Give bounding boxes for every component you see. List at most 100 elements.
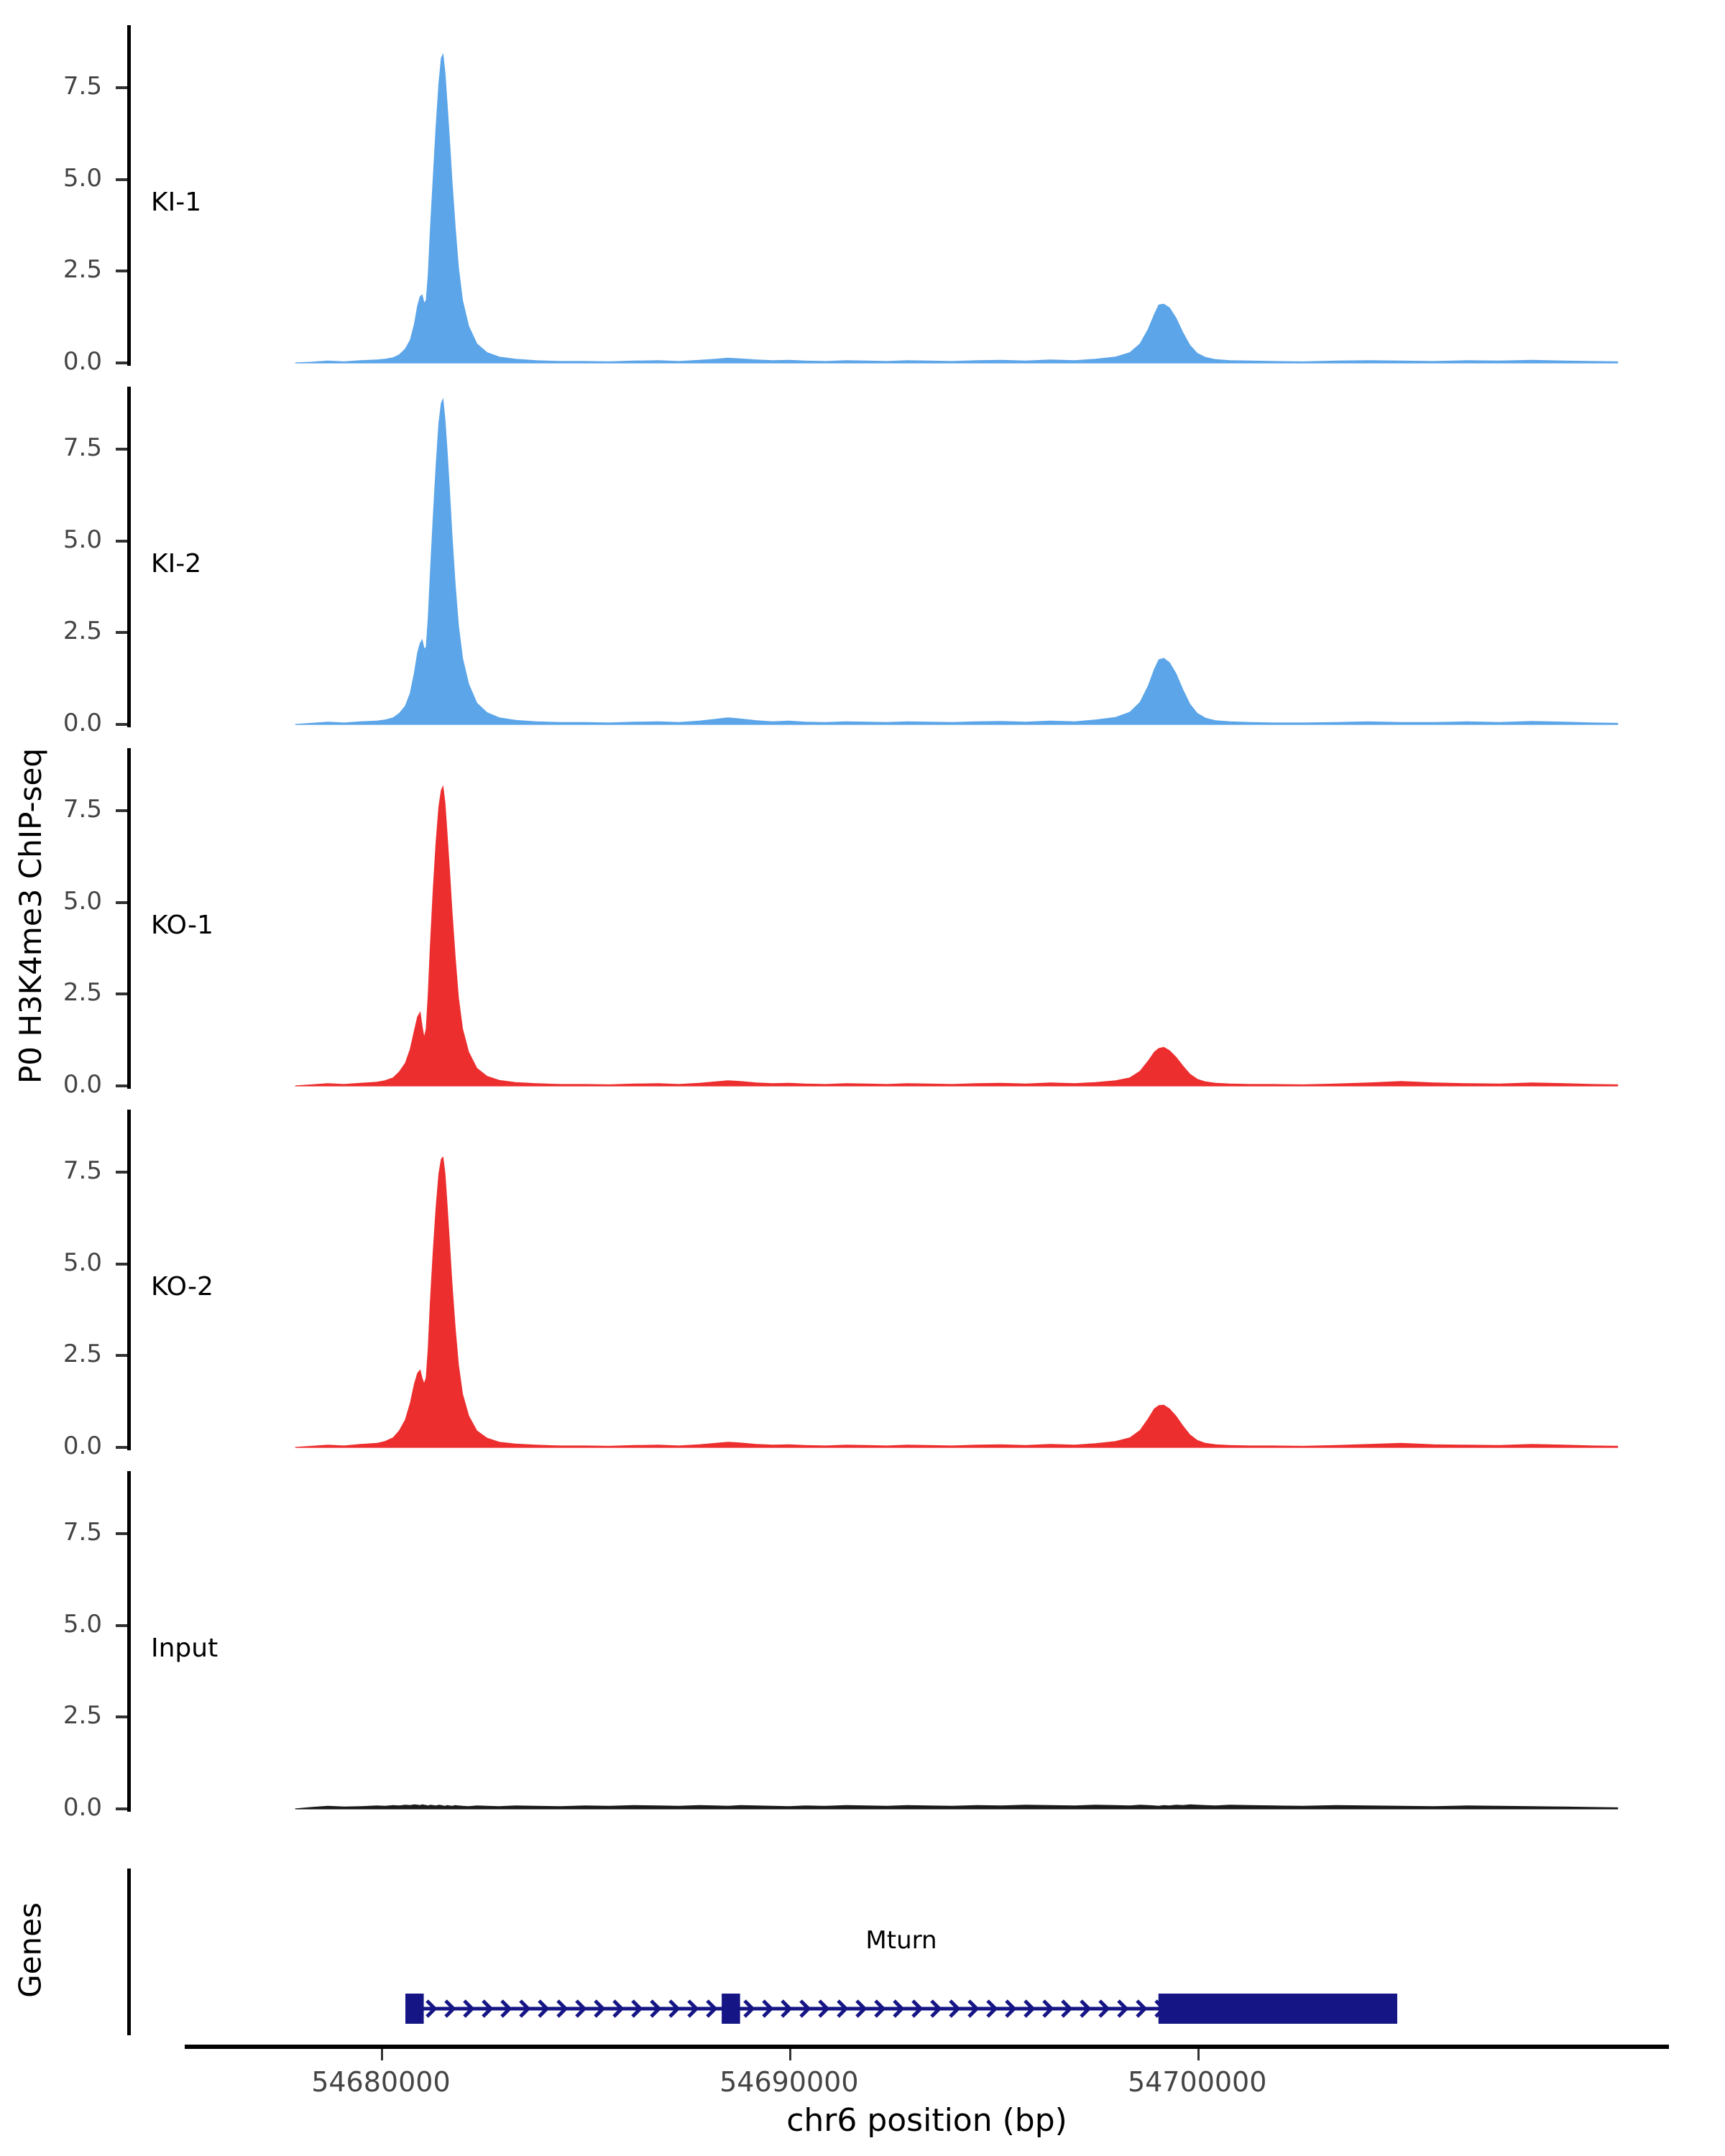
y-tick-mark [116, 270, 127, 273]
y-tick-mark [116, 900, 127, 904]
x-tick-label: 54680000 [311, 2066, 451, 2098]
arrow-right-icon [1117, 1999, 1129, 2018]
arrow-right-icon [967, 1999, 980, 2018]
track-label-ko-2: KO-2 [151, 1271, 213, 1302]
y-tick-mark [116, 992, 127, 996]
arrow-right-icon [482, 1999, 494, 2018]
coverage-area-ko-2 [295, 1156, 1619, 1448]
y-tick-mark [116, 1715, 127, 1719]
exon-box [405, 1994, 424, 2024]
y-tick-label: 2.5 [63, 617, 102, 646]
y-tick-label: 0.0 [63, 1793, 102, 1822]
arrow-right-icon [781, 1999, 793, 2018]
y-tick-label: 7.5 [63, 433, 102, 462]
y-tick-label: 7.5 [63, 71, 102, 101]
x-tick-mark [788, 2049, 791, 2060]
coverage-area-ki-2 [295, 397, 1619, 725]
y-tick-mark [116, 808, 127, 812]
y-tick-label: 2.5 [63, 1340, 102, 1369]
y-tick-label: 0.0 [63, 1070, 102, 1099]
panel-axis-spine [127, 1110, 131, 1450]
panel-axis-spine [127, 387, 131, 727]
y-tick-label: 2.5 [63, 978, 102, 1008]
y-tick-label: 0.0 [63, 709, 102, 737]
y-tick-label: 5.0 [63, 163, 102, 193]
arrow-right-icon [1024, 1999, 1036, 2018]
arrow-right-icon [1005, 1999, 1017, 2018]
arrow-right-icon [556, 1999, 569, 2018]
track-label-ki-1: KI-1 [151, 187, 202, 217]
y-tick-mark [116, 178, 127, 181]
arrow-right-icon [893, 1999, 905, 2018]
arrow-right-icon [874, 1999, 886, 2018]
panel-axis-spine [127, 748, 131, 1089]
exon-box [1158, 1994, 1397, 2024]
x-axis-label: chr6 position (bp) [786, 2102, 1067, 2139]
y-tick-label: 2.5 [63, 255, 102, 285]
coverage-area-ko-1 [295, 785, 1619, 1087]
arrow-right-icon [1098, 1999, 1110, 2018]
arrow-right-icon [799, 1999, 811, 2018]
arrow-right-icon [837, 1999, 849, 2018]
y-tick-mark [116, 1446, 127, 1449]
arrow-right-icon [706, 1999, 718, 2018]
arrow-right-icon [949, 1999, 961, 2018]
track-label-input: Input [151, 1633, 218, 1663]
arrow-right-icon [631, 1999, 643, 2018]
x-tick-label: 54690000 [719, 2066, 859, 2098]
arrow-right-icon [668, 1999, 681, 2018]
x-tick-mark [1197, 2049, 1200, 2060]
arrow-right-icon [1136, 1999, 1148, 2018]
exon-box [722, 1994, 740, 2024]
y-tick-label: 7.5 [63, 1517, 102, 1547]
y-tick-mark [116, 447, 127, 451]
arrow-right-icon [1061, 1999, 1073, 2018]
arrow-right-icon [1080, 1999, 1092, 2018]
arrow-right-icon [687, 1999, 699, 2018]
y-tick-mark [116, 86, 127, 89]
y-tick-mark [116, 539, 127, 543]
y-tick-label: 0.0 [63, 1432, 102, 1460]
y-tick-mark [116, 361, 127, 364]
x-tick-mark [380, 2049, 383, 2060]
arrow-right-icon [500, 1999, 512, 2018]
track-label-ki-2: KI-2 [151, 548, 202, 579]
y-tick-label: 5.0 [63, 1609, 102, 1639]
arrow-right-icon [612, 1999, 625, 2018]
y-tick-mark [116, 1354, 127, 1358]
y-tick-mark [116, 631, 127, 635]
arrow-right-icon [426, 1999, 438, 2018]
arrow-right-icon [1042, 1999, 1054, 2018]
y-tick-label: 7.5 [63, 794, 102, 824]
arrow-right-icon [818, 1999, 830, 2018]
y-tick-label: 2.5 [63, 1701, 102, 1731]
y-tick-label: 7.5 [63, 1156, 102, 1185]
arrow-right-icon [444, 1999, 456, 2018]
track-label-ko-1: KO-1 [151, 910, 213, 940]
arrow-right-icon [575, 1999, 587, 2018]
arrow-right-icon [855, 1999, 868, 2018]
x-tick-label: 54700000 [1127, 2066, 1267, 2098]
y-tick-label: 5.0 [63, 525, 102, 554]
arrow-right-icon [650, 1999, 662, 2018]
arrow-right-icon [911, 1999, 924, 2018]
arrow-right-icon [463, 1999, 475, 2018]
y-tick-mark [116, 1623, 127, 1627]
y-tick-mark [116, 1531, 127, 1535]
arrow-right-icon [930, 1999, 942, 2018]
arrow-right-icon [594, 1999, 606, 2018]
arrow-right-icon [538, 1999, 550, 2018]
genes-axis-label: Genes [12, 1902, 48, 1998]
coverage-area-input [295, 1804, 1619, 1810]
gene-model-mturn[interactable] [391, 1984, 1412, 2034]
y-tick-label: 0.0 [63, 347, 102, 376]
y-tick-label: 5.0 [63, 886, 102, 916]
y-tick-mark [116, 1170, 127, 1174]
x-axis-line [185, 2045, 1669, 2049]
y-tick-mark [116, 1084, 127, 1087]
y-tick-label: 5.0 [63, 1248, 102, 1277]
y-tick-mark [116, 1807, 127, 1810]
genes-axis-spine [127, 1869, 131, 2035]
panel-axis-spine [127, 1471, 131, 1812]
y-tick-mark [116, 1262, 127, 1266]
